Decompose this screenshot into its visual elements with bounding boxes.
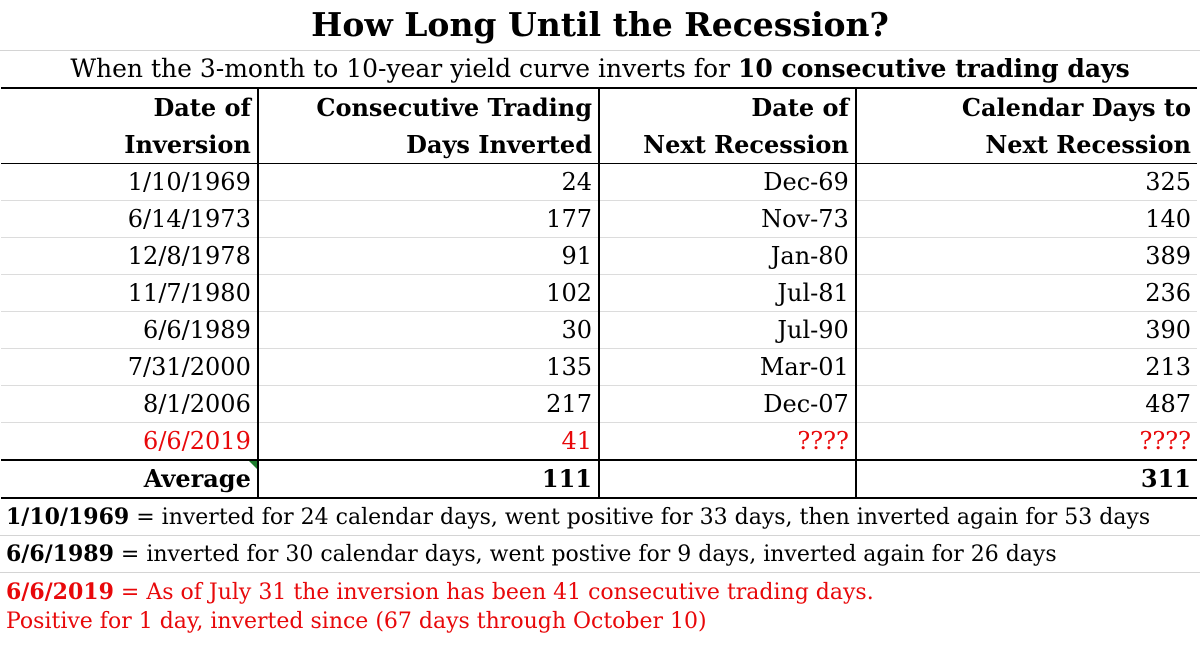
cell-next-recession[interactable]: Dec-69 [597, 163, 856, 201]
average-label-cell[interactable]: Average [1, 459, 258, 499]
note-2019-line-1: 6/6/2019 = As of July 31 the inversion h… [6, 577, 1200, 607]
cell-next-recession[interactable]: Jul-90 [597, 311, 856, 349]
cell-date[interactable]: 6/6/1989 [1, 311, 258, 349]
cell-days-inverted[interactable]: 135 [256, 348, 599, 386]
note-1969-date: 1/10/1969 [6, 504, 130, 530]
cell-date[interactable]: 1/10/1969 [1, 163, 258, 201]
table-row: 1/10/1969 24 Dec-69 325 [1, 163, 1197, 201]
average-days-inverted[interactable]: 111 [256, 459, 599, 499]
cell-calendar-days[interactable]: 389 [854, 237, 1197, 275]
cell-days-inverted[interactable]: 41 [256, 422, 599, 460]
cell-days-inverted[interactable]: 91 [256, 237, 599, 275]
cell-calendar-days[interactable]: 213 [854, 348, 1197, 386]
header-calendar-days-2[interactable]: Next Recession [854, 126, 1197, 164]
average-next-recession[interactable] [597, 459, 856, 499]
cell-calendar-days[interactable]: 390 [854, 311, 1197, 349]
header-next-recession-2[interactable]: Next Recession [597, 126, 856, 164]
cell-date[interactable]: 7/31/2000 [1, 348, 258, 386]
cell-next-recession[interactable]: Dec-07 [597, 385, 856, 423]
header-row-1: Date of Consecutive Trading Date of Cale… [1, 87, 1197, 126]
cell-calendar-days[interactable]: 236 [854, 274, 1197, 312]
header-date-of-inversion-1[interactable]: Date of [1, 87, 258, 126]
header-days-inverted-1[interactable]: Consecutive Trading [256, 87, 599, 126]
header-row-2: Inversion Days Inverted Next Recession N… [1, 126, 1197, 164]
table-row: 7/31/2000 135 Mar-01 213 [1, 348, 1197, 386]
subtitle-text: When the 3-month to 10-year yield curve … [70, 54, 731, 83]
cell-calendar-days[interactable]: 325 [854, 163, 1197, 201]
cell-date[interactable]: 8/1/2006 [1, 385, 258, 423]
cell-next-recession[interactable]: ???? [597, 422, 856, 460]
cell-next-recession[interactable]: Jan-80 [597, 237, 856, 275]
table-row: 6/6/1989 30 Jul-90 390 [1, 311, 1197, 349]
table-row: 8/1/2006 217 Dec-07 487 [1, 385, 1197, 423]
header-calendar-days-1[interactable]: Calendar Days to [854, 87, 1197, 126]
note-1989: 6/6/1989 = inverted for 30 calendar days… [0, 536, 1200, 573]
table-row: 11/7/1980 102 Jul-81 236 [1, 274, 1197, 312]
table-row-current: 6/6/2019 41 ???? ???? [1, 422, 1197, 460]
note-1989-text: = inverted for 30 calendar days, went po… [113, 542, 1057, 567]
cell-days-inverted[interactable]: 217 [256, 385, 599, 423]
cell-calendar-days[interactable]: 140 [854, 200, 1197, 238]
note-1989-date: 6/6/1989 [6, 541, 114, 567]
cell-date[interactable]: 6/14/1973 [1, 200, 258, 238]
table-row: 12/8/1978 91 Jan-80 389 [1, 237, 1197, 275]
header-days-inverted-2[interactable]: Days Inverted [256, 126, 599, 164]
cell-date[interactable]: 12/8/1978 [1, 237, 258, 275]
cell-calendar-days[interactable]: ???? [854, 422, 1197, 460]
page-title: How Long Until the Recession? [0, 0, 1200, 51]
cell-days-inverted[interactable]: 24 [256, 163, 599, 201]
cell-next-recession[interactable]: Jul-81 [597, 274, 856, 312]
note-2019-date: 6/6/2019 [6, 579, 114, 605]
note-2019: 6/6/2019 = As of July 31 the inversion h… [0, 573, 1200, 641]
average-calendar-days[interactable]: 311 [854, 459, 1197, 499]
header-date-of-inversion-2[interactable]: Inversion [1, 126, 258, 164]
table-row: 6/14/1973 177 Nov-73 140 [1, 200, 1197, 238]
cell-calendar-days[interactable]: 487 [854, 385, 1197, 423]
cell-days-inverted[interactable]: 177 [256, 200, 599, 238]
note-2019-line-2: Positive for 1 day, inverted since (67 d… [6, 609, 707, 634]
average-label: Average [143, 464, 251, 493]
cell-next-recession[interactable]: Mar-01 [597, 348, 856, 386]
note-1969-text: = inverted for 24 calendar days, went po… [129, 505, 1151, 530]
note-2019-text: = As of July 31 the inversion has been 4… [113, 580, 874, 605]
cell-days-inverted[interactable]: 102 [256, 274, 599, 312]
header-next-recession-1[interactable]: Date of [597, 87, 856, 126]
cell-date[interactable]: 6/6/2019 [143, 427, 251, 455]
subtitle: When the 3-month to 10-year yield curve … [0, 51, 1200, 87]
cell-date[interactable]: 11/7/1980 [1, 274, 258, 312]
cell-next-recession[interactable]: Nov-73 [597, 200, 856, 238]
comment-marker-icon [248, 462, 257, 469]
note-1969: 1/10/1969 = inverted for 24 calendar day… [0, 499, 1200, 536]
average-row: Average 111 311 [1, 459, 1197, 499]
recession-table: Date of Consecutive Trading Date of Cale… [1, 87, 1197, 499]
cell-days-inverted[interactable]: 30 [256, 311, 599, 349]
subtitle-bold: 10 consecutive trading days [737, 54, 1130, 83]
